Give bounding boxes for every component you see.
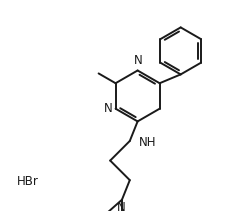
Text: HBr: HBr	[17, 175, 39, 188]
Text: NH: NH	[139, 137, 156, 149]
Text: N: N	[134, 54, 143, 67]
Text: N: N	[103, 102, 112, 115]
Text: N: N	[117, 201, 125, 214]
